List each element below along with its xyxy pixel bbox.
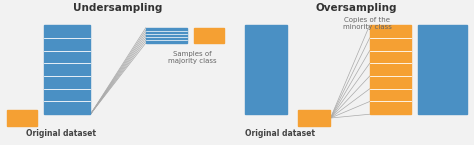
Text: Samples of
majority class: Samples of majority class (168, 51, 216, 64)
Text: Copies of the
minority class: Copies of the minority class (343, 18, 392, 30)
Title: Undersampling: Undersampling (73, 3, 163, 13)
Title: Oversampling: Oversampling (315, 3, 397, 13)
Text: Original dataset: Original dataset (26, 129, 96, 138)
Text: Original dataset: Original dataset (245, 129, 315, 138)
Bar (8, 110, 37, 126)
Bar (44, 25, 91, 114)
Bar (245, 25, 287, 114)
Bar (298, 110, 330, 126)
Bar (146, 28, 187, 43)
Bar (370, 25, 411, 114)
Bar (418, 25, 466, 114)
Bar (194, 28, 224, 43)
